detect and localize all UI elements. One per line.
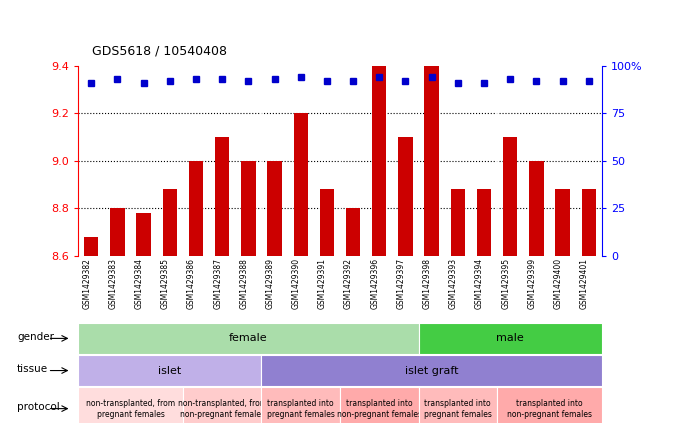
Text: GSM1429391: GSM1429391 xyxy=(318,258,327,309)
Text: GSM1429387: GSM1429387 xyxy=(214,258,222,309)
Text: GSM1429383: GSM1429383 xyxy=(109,258,118,309)
Text: GSM1429389: GSM1429389 xyxy=(266,258,275,309)
Text: GSM1429394: GSM1429394 xyxy=(475,258,484,309)
Bar xyxy=(346,208,360,256)
Text: GSM1429397: GSM1429397 xyxy=(396,258,405,309)
Text: GSM1429382: GSM1429382 xyxy=(82,258,91,309)
Text: male: male xyxy=(496,333,524,343)
Bar xyxy=(320,189,334,256)
Bar xyxy=(556,189,570,256)
Text: islet graft: islet graft xyxy=(405,365,458,376)
Text: transplanted into
non-pregnant females: transplanted into non-pregnant females xyxy=(507,398,592,419)
Bar xyxy=(110,208,124,256)
Bar xyxy=(451,189,465,256)
Bar xyxy=(503,137,517,256)
Bar xyxy=(241,161,256,256)
Text: protocol: protocol xyxy=(17,401,60,412)
Text: GSM1429386: GSM1429386 xyxy=(187,258,196,309)
Bar xyxy=(398,137,413,256)
Bar xyxy=(477,189,491,256)
Bar xyxy=(424,66,439,256)
Text: islet: islet xyxy=(158,365,182,376)
Text: GDS5618 / 10540408: GDS5618 / 10540408 xyxy=(92,44,227,57)
Text: gender: gender xyxy=(17,332,54,342)
Text: GSM1429398: GSM1429398 xyxy=(423,258,432,309)
Text: tissue: tissue xyxy=(17,364,48,374)
Text: transplanted into
pregnant females: transplanted into pregnant females xyxy=(267,398,335,419)
Text: GSM1429399: GSM1429399 xyxy=(528,258,537,309)
Text: GSM1429385: GSM1429385 xyxy=(161,258,170,309)
Bar xyxy=(189,161,203,256)
Bar xyxy=(137,213,151,256)
Text: GSM1429392: GSM1429392 xyxy=(344,258,353,309)
Bar xyxy=(163,189,177,256)
Text: non-transplanted, from
pregnant females: non-transplanted, from pregnant females xyxy=(86,398,175,419)
Bar xyxy=(267,161,282,256)
Bar xyxy=(372,66,386,256)
Bar xyxy=(84,237,99,256)
Text: GSM1429390: GSM1429390 xyxy=(292,258,301,309)
Text: GSM1429401: GSM1429401 xyxy=(580,258,589,309)
Text: transplanted into
non-pregnant females: transplanted into non-pregnant females xyxy=(337,398,422,419)
Bar xyxy=(215,137,229,256)
Text: GSM1429396: GSM1429396 xyxy=(371,258,379,309)
Text: GSM1429384: GSM1429384 xyxy=(135,258,143,309)
Text: non-transplanted, from
non-pregnant females: non-transplanted, from non-pregnant fema… xyxy=(177,398,267,419)
Text: GSM1429395: GSM1429395 xyxy=(501,258,510,309)
Text: GSM1429388: GSM1429388 xyxy=(239,258,248,309)
Text: female: female xyxy=(229,333,268,343)
Text: GSM1429393: GSM1429393 xyxy=(449,258,458,309)
Text: transplanted into
pregnant females: transplanted into pregnant females xyxy=(424,398,492,419)
Text: GSM1429400: GSM1429400 xyxy=(554,258,562,309)
Bar xyxy=(294,113,308,256)
Bar xyxy=(529,161,543,256)
Bar xyxy=(581,189,596,256)
